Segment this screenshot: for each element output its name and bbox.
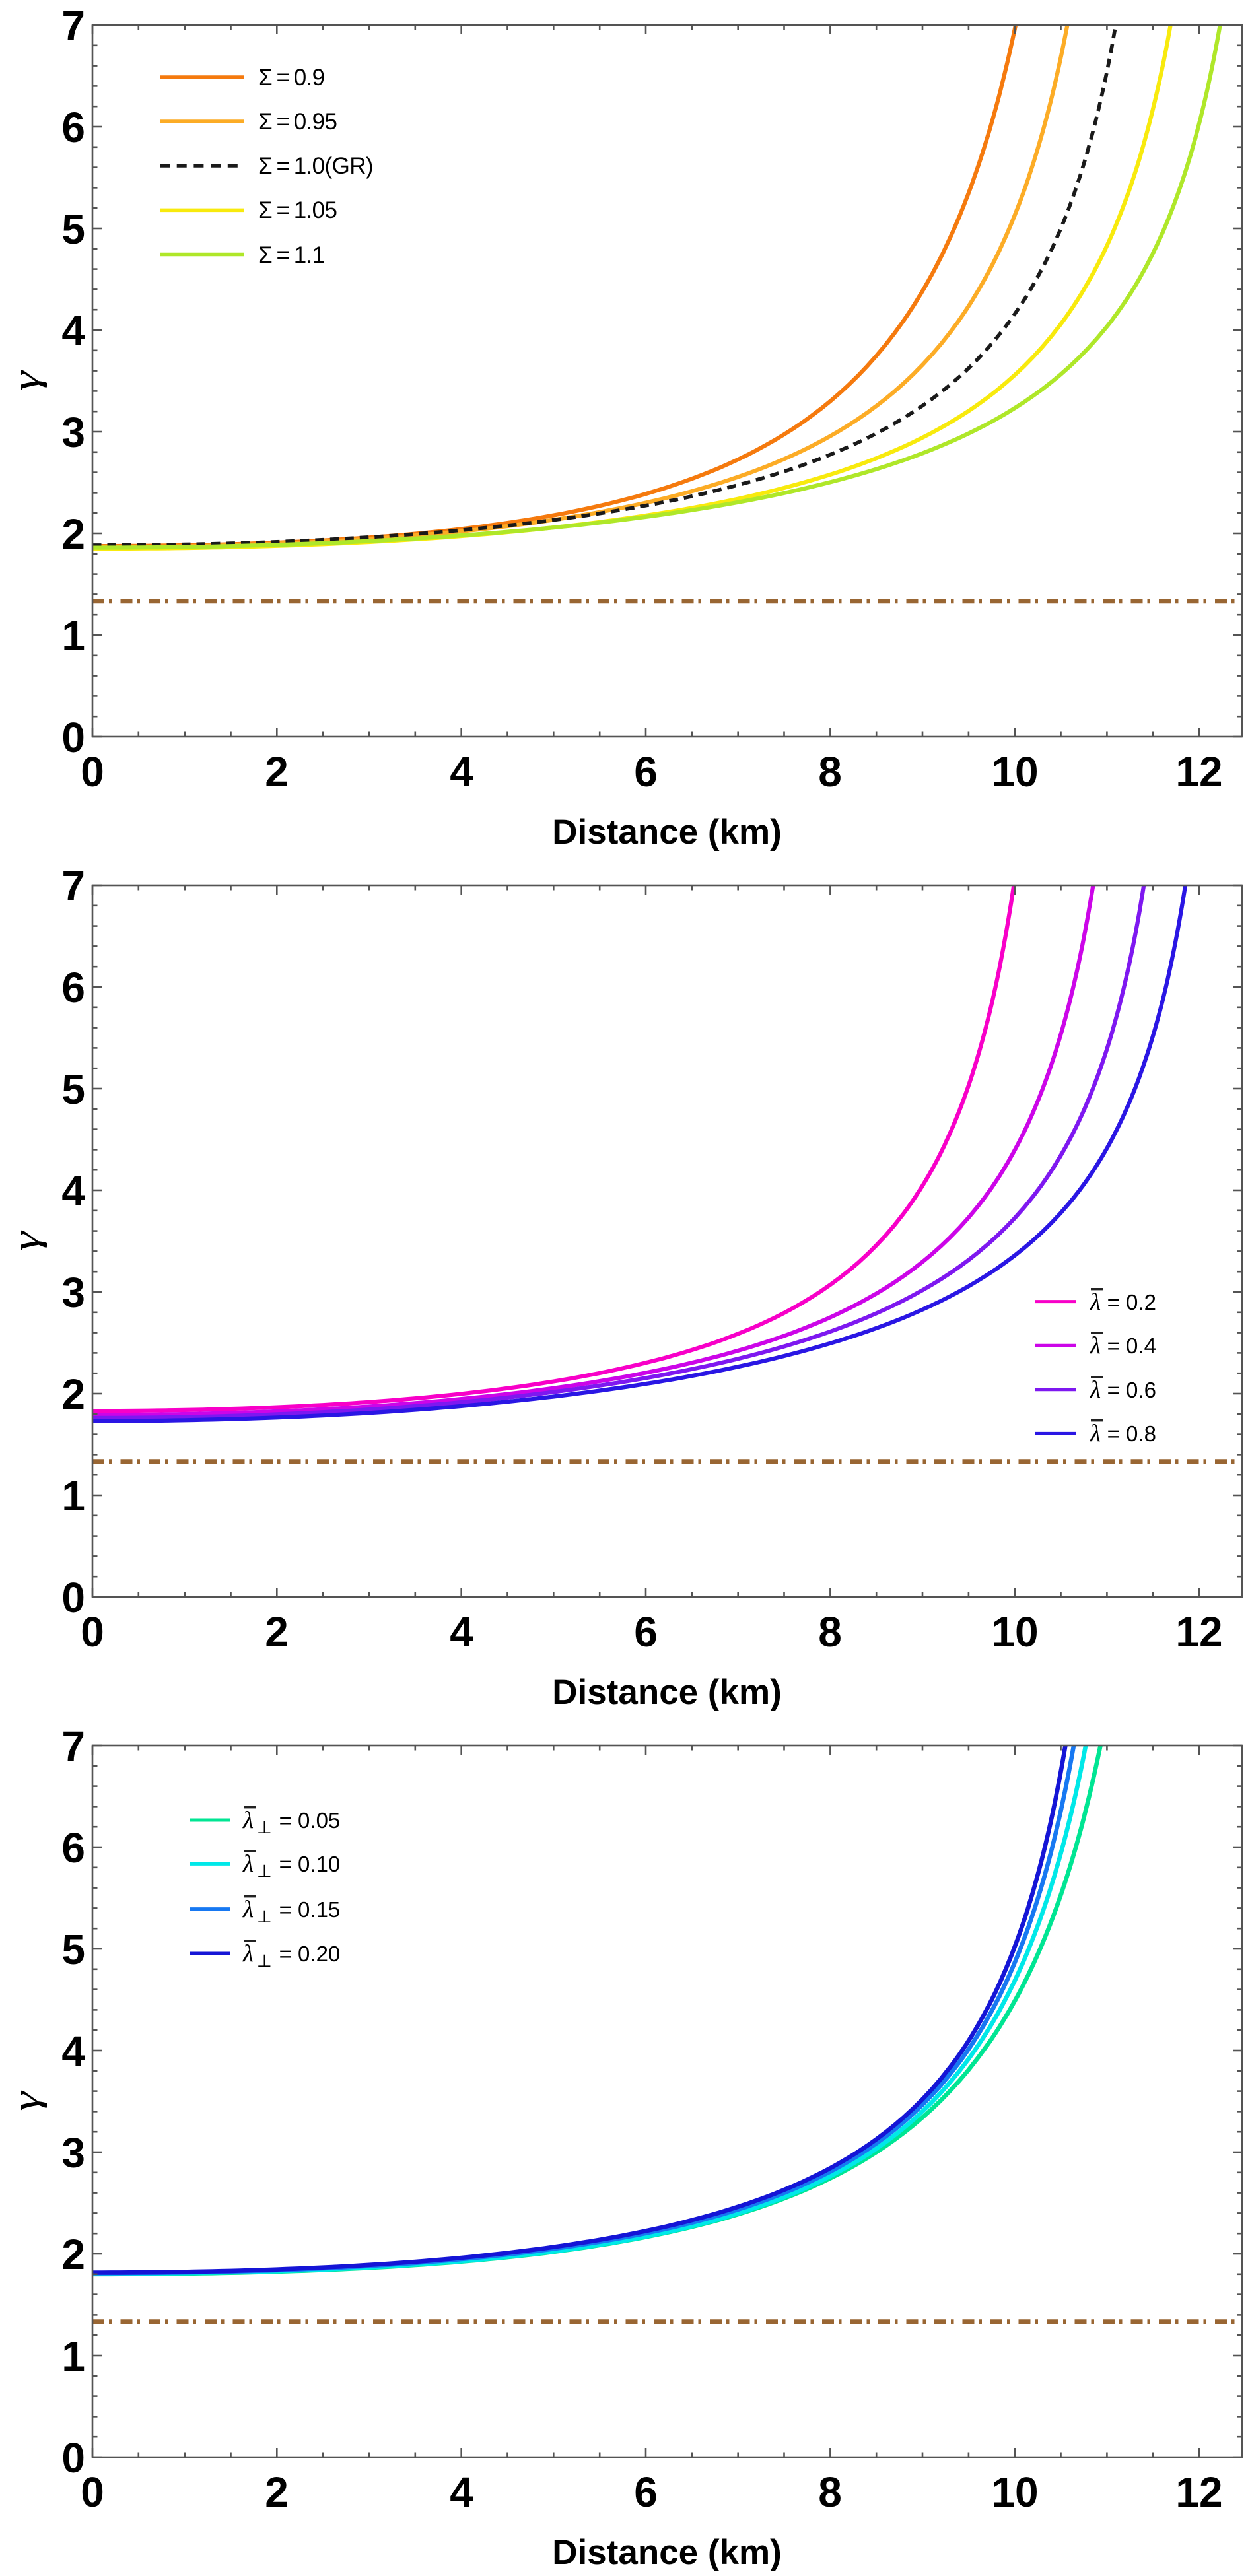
- svg-text:3: 3: [61, 409, 85, 456]
- svg-text:0: 0: [81, 1608, 104, 1656]
- svg-text:1: 1: [61, 612, 85, 660]
- svg-text:4: 4: [450, 2468, 473, 2516]
- svg-text:8: 8: [818, 2468, 842, 2516]
- svg-text:γ: γ: [5, 1230, 48, 1250]
- svg-text:2: 2: [61, 2231, 85, 2278]
- svg-text:1: 1: [61, 1472, 85, 1520]
- svg-text:Distance (km): Distance (km): [552, 1673, 782, 1712]
- svg-text:= 0.10: = 0.10: [275, 1852, 340, 1876]
- svg-text:Σ = 1.0(GR): Σ = 1.0(GR): [258, 153, 373, 179]
- svg-text:λ: λ: [242, 1807, 254, 1834]
- svg-text:6: 6: [61, 104, 85, 151]
- svg-text:2: 2: [61, 1371, 85, 1418]
- svg-text:Σ = 1.05: Σ = 1.05: [258, 197, 337, 223]
- svg-text:= 0.05: = 0.05: [275, 1808, 340, 1833]
- svg-text:2: 2: [61, 510, 85, 558]
- svg-text:γ: γ: [5, 370, 48, 390]
- svg-text:⊥: ⊥: [257, 1861, 272, 1881]
- svg-text:3: 3: [61, 1269, 85, 1316]
- svg-text:0: 0: [61, 1574, 85, 1621]
- svg-text:6: 6: [61, 1824, 85, 1872]
- svg-text:λ: λ: [1090, 1332, 1101, 1359]
- svg-text:λ: λ: [242, 1850, 254, 1878]
- svg-text:= 0.20: = 0.20: [275, 1942, 340, 1966]
- svg-text:2: 2: [265, 1608, 289, 1656]
- svg-text:λ: λ: [242, 1940, 254, 1967]
- svg-text:Σ = 0.95: Σ = 0.95: [258, 109, 337, 135]
- svg-text:7: 7: [61, 862, 85, 910]
- svg-text:6: 6: [634, 2468, 658, 2516]
- svg-text:8: 8: [818, 1608, 842, 1656]
- svg-text:4: 4: [450, 748, 473, 796]
- svg-text:6: 6: [61, 964, 85, 1011]
- svg-text:Σ = 0.9: Σ = 0.9: [258, 65, 325, 90]
- svg-text:5: 5: [61, 1066, 85, 1113]
- svg-text:= 0.6: = 0.6: [1103, 1378, 1156, 1402]
- svg-text:0: 0: [61, 714, 85, 761]
- svg-text:= 0.8: = 0.8: [1103, 1421, 1156, 1446]
- svg-text:Distance (km): Distance (km): [552, 2533, 782, 2572]
- svg-text:6: 6: [634, 748, 658, 796]
- svg-text:10: 10: [991, 1608, 1038, 1656]
- svg-text:10: 10: [991, 748, 1038, 796]
- svg-text:12: 12: [1175, 748, 1222, 796]
- svg-text:Distance (km): Distance (km): [552, 813, 782, 852]
- svg-text:7: 7: [61, 2, 85, 50]
- svg-text:0: 0: [61, 2434, 85, 2482]
- svg-text:4: 4: [61, 1167, 85, 1215]
- svg-text:⊥: ⊥: [257, 1907, 272, 1926]
- svg-text:3: 3: [61, 2129, 85, 2177]
- svg-text:5: 5: [61, 1926, 85, 1973]
- svg-text:4: 4: [61, 2027, 85, 2075]
- svg-text:2: 2: [265, 2468, 289, 2516]
- svg-text:λ: λ: [1090, 1289, 1101, 1316]
- svg-text:10: 10: [991, 2468, 1038, 2516]
- svg-text:6: 6: [634, 1608, 658, 1656]
- svg-text:8: 8: [818, 748, 842, 796]
- svg-text:λ: λ: [1090, 1420, 1101, 1447]
- svg-text:2: 2: [265, 748, 289, 796]
- svg-text:12: 12: [1175, 1608, 1222, 1656]
- svg-text:= 0.15: = 0.15: [275, 1897, 340, 1922]
- svg-text:0: 0: [81, 748, 104, 796]
- svg-text:= 0.4: = 0.4: [1103, 1334, 1156, 1358]
- svg-text:4: 4: [61, 307, 85, 355]
- svg-text:1: 1: [61, 2332, 85, 2380]
- svg-text:⊥: ⊥: [257, 1951, 272, 1971]
- svg-text:0: 0: [81, 2468, 104, 2516]
- svg-text:λ: λ: [242, 1896, 254, 1923]
- svg-text:Σ = 1.1: Σ = 1.1: [258, 242, 325, 268]
- svg-text:⊥: ⊥: [257, 1817, 272, 1837]
- svg-text:7: 7: [61, 1722, 85, 1770]
- svg-text:= 0.2: = 0.2: [1103, 1290, 1156, 1314]
- svg-text:λ: λ: [1090, 1376, 1101, 1404]
- svg-text:γ: γ: [5, 2090, 48, 2111]
- svg-text:4: 4: [450, 1608, 473, 1656]
- svg-text:5: 5: [61, 205, 85, 253]
- svg-text:12: 12: [1175, 2468, 1222, 2516]
